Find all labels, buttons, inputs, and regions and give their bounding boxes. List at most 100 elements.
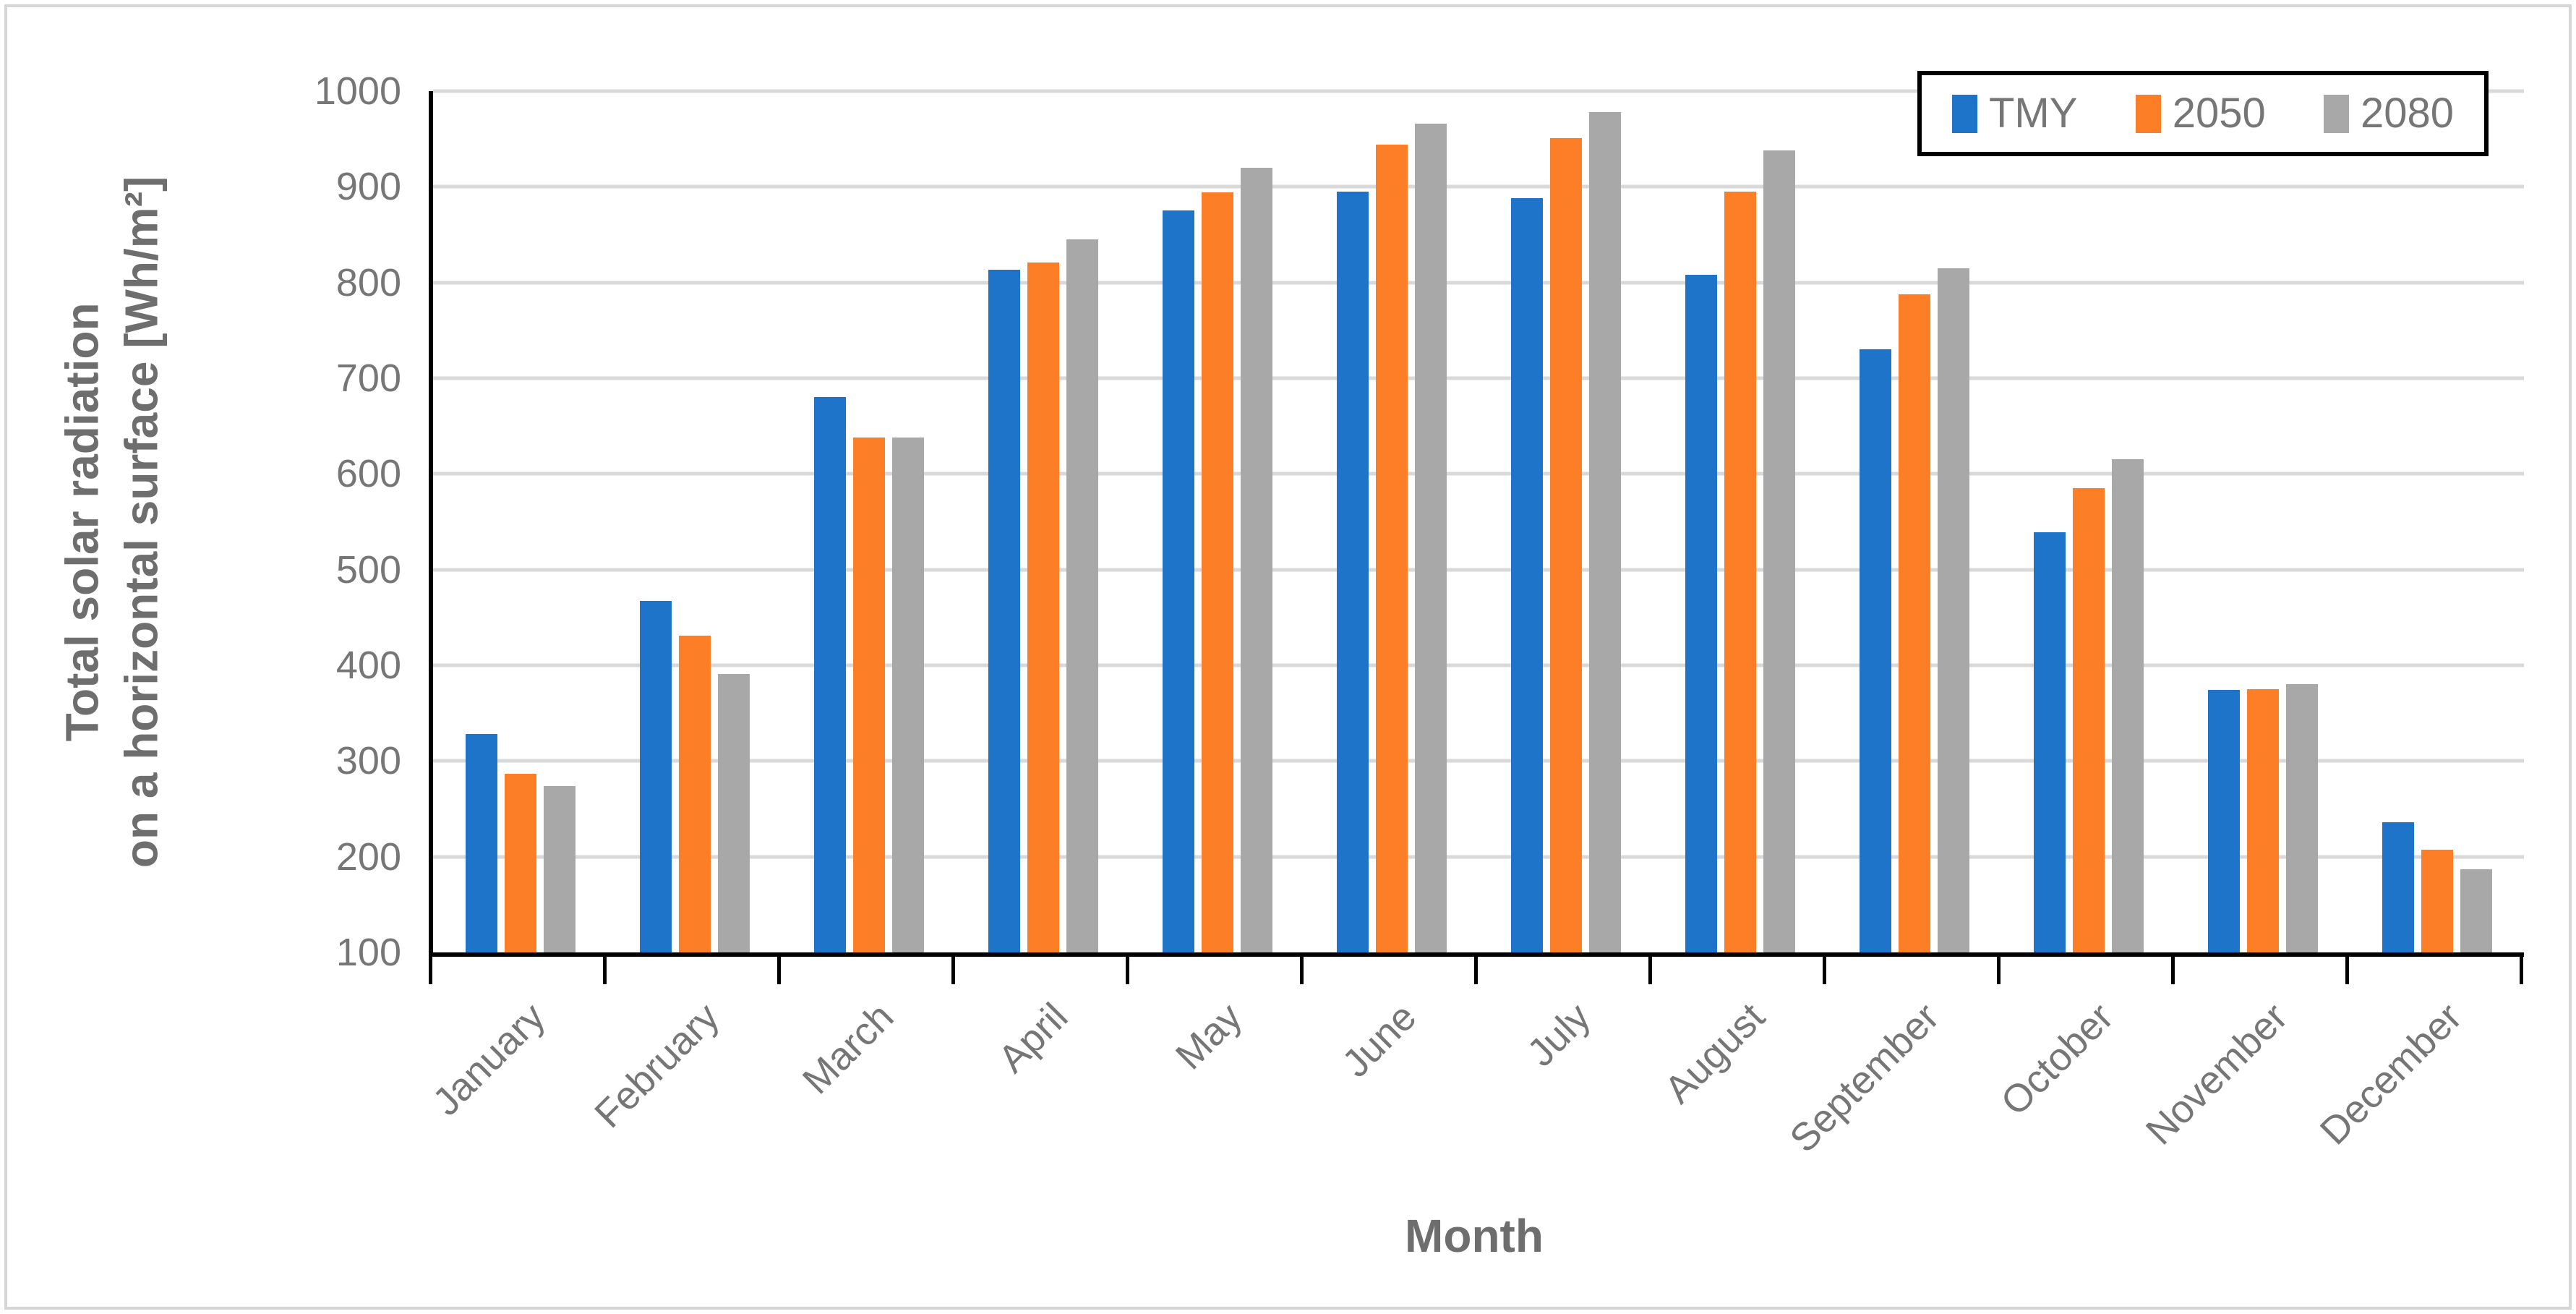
x-tick-label-text: August: [1656, 994, 1773, 1112]
bar-group-october: [2034, 459, 2144, 952]
plot-area: [429, 89, 2524, 984]
bar-2080-june: [1415, 124, 1447, 952]
x-tick-label-text: May: [1168, 994, 1251, 1078]
bar-2080-september: [1938, 268, 1969, 952]
y-tick-label-400: 400: [335, 644, 401, 687]
x-axis-tick: [777, 957, 781, 984]
bar-tmy-may: [1163, 210, 1194, 952]
gridline-400: [433, 663, 2524, 667]
x-axis-tick: [2171, 957, 2175, 984]
x-axis-tick: [2520, 957, 2523, 984]
x-tick-label-text: April: [990, 994, 1077, 1081]
gridline-600: [433, 472, 2524, 476]
bar-2080-december: [2460, 869, 2492, 952]
gridline-1000: [433, 89, 2524, 93]
gridline-300: [433, 759, 2524, 763]
y-tick-label-800: 800: [335, 260, 401, 304]
x-axis-tick: [1648, 957, 1652, 984]
x-axis-tick: [1126, 957, 1129, 984]
bar-2050-september: [1899, 294, 1930, 952]
bar-tmy-december: [2382, 822, 2414, 952]
bar-2080-february: [718, 673, 750, 952]
x-tick-label-text: June: [1334, 994, 1425, 1086]
x-tick-label-text: July: [1519, 994, 1599, 1075]
bar-group-may: [1163, 167, 1272, 952]
bar-2050-march: [853, 438, 885, 952]
bar-group-february: [640, 601, 750, 952]
gridline-500: [433, 568, 2524, 572]
legend-item-tmy: TMY: [1952, 93, 2077, 135]
bar-group-january: [466, 734, 575, 952]
bar-2050-august: [1724, 191, 1756, 952]
bar-2080-july: [1589, 112, 1621, 952]
y-tick-label-1000: 1000: [314, 69, 401, 113]
bar-tmy-april: [988, 270, 1020, 952]
bar-group-august: [1685, 150, 1795, 952]
legend-item-2050: 2050: [2135, 90, 2266, 137]
gridline-900: [433, 184, 2524, 189]
y-tick-label-300: 300: [335, 739, 401, 783]
legend-item-2080: 2080: [2323, 90, 2454, 137]
bar-2050-july: [1550, 137, 1582, 952]
bar-tmy-february: [640, 601, 672, 952]
bar-tmy-november: [2208, 690, 2240, 952]
bar-2050-december: [2421, 850, 2453, 952]
legend-swatch-2050: [2135, 94, 2161, 133]
y-tick-label-900: 900: [335, 165, 401, 209]
x-axis-title: Month: [1405, 1210, 1544, 1262]
bar-2050-april: [1027, 262, 1059, 952]
y-tick-label-200: 200: [335, 835, 401, 879]
bar-tmy-july: [1511, 198, 1543, 952]
x-tick-label-text: December: [2312, 994, 2470, 1153]
y-axis-tick-labels: 100 200 300 400 500 600 700 800 900 1000: [0, 72, 405, 972]
y-tick-label-100: 100: [335, 931, 401, 974]
bar-2050-october: [2073, 488, 2105, 952]
legend: TMY 2050 2080: [1917, 71, 2489, 156]
gridline-200: [433, 855, 2524, 859]
x-axis-tick-labels: January February March April May June July Augu…: [424, 994, 2520, 1235]
bar-tmy-january: [466, 734, 497, 952]
x-tick-label-text: October: [1993, 994, 2122, 1125]
x-axis-tick: [951, 957, 955, 984]
legend-swatch-2080: [2323, 94, 2349, 133]
bar-2050-november: [2247, 689, 2279, 952]
bar-tmy-august: [1685, 275, 1717, 952]
x-tick-label-text: January: [424, 994, 554, 1125]
bar-2080-may: [1241, 167, 1272, 952]
bar-2050-may: [1202, 192, 1233, 952]
bar-group-april: [988, 239, 1098, 952]
bar-2050-june: [1376, 145, 1408, 952]
legend-label-tmy: TMY: [1989, 90, 2078, 137]
y-tick-label-700: 700: [335, 357, 401, 400]
bar-2080-april: [1066, 239, 1098, 952]
x-axis-tick: [1823, 957, 1826, 984]
bar-2080-march: [892, 438, 924, 952]
legend-swatch-tmy: [1952, 94, 1977, 133]
bar-2080-november: [2286, 684, 2318, 952]
x-axis-tick: [1300, 957, 1304, 984]
bar-group-june: [1337, 124, 1447, 952]
x-axis-tick: [429, 957, 432, 984]
x-axis-tick: [603, 957, 607, 984]
x-tick-label-text: November: [2138, 994, 2296, 1153]
bar-tmy-september: [1860, 349, 1891, 952]
bar-group-november: [2208, 684, 2318, 952]
bar-2050-february: [679, 635, 711, 952]
bar-tmy-october: [2034, 532, 2066, 952]
bar-group-july: [1511, 112, 1621, 952]
x-axis-tick: [1474, 957, 1478, 984]
legend-label-2080: 2080: [2360, 90, 2454, 137]
gridline-700: [433, 376, 2524, 380]
bar-tmy-march: [814, 397, 846, 952]
bar-2080-october: [2112, 459, 2144, 952]
bar-group-september: [1860, 268, 1969, 952]
legend-label-2050: 2050: [2172, 90, 2266, 137]
x-axis-tick: [1997, 957, 2001, 984]
y-tick-label-600: 600: [335, 452, 401, 496]
bar-2050-january: [505, 773, 536, 952]
y-tick-label-500: 500: [335, 547, 401, 592]
bar-tmy-june: [1337, 191, 1369, 952]
x-tick-label-text: February: [586, 994, 728, 1137]
gridline-800: [433, 281, 2524, 285]
bar-2080-january: [544, 785, 575, 952]
